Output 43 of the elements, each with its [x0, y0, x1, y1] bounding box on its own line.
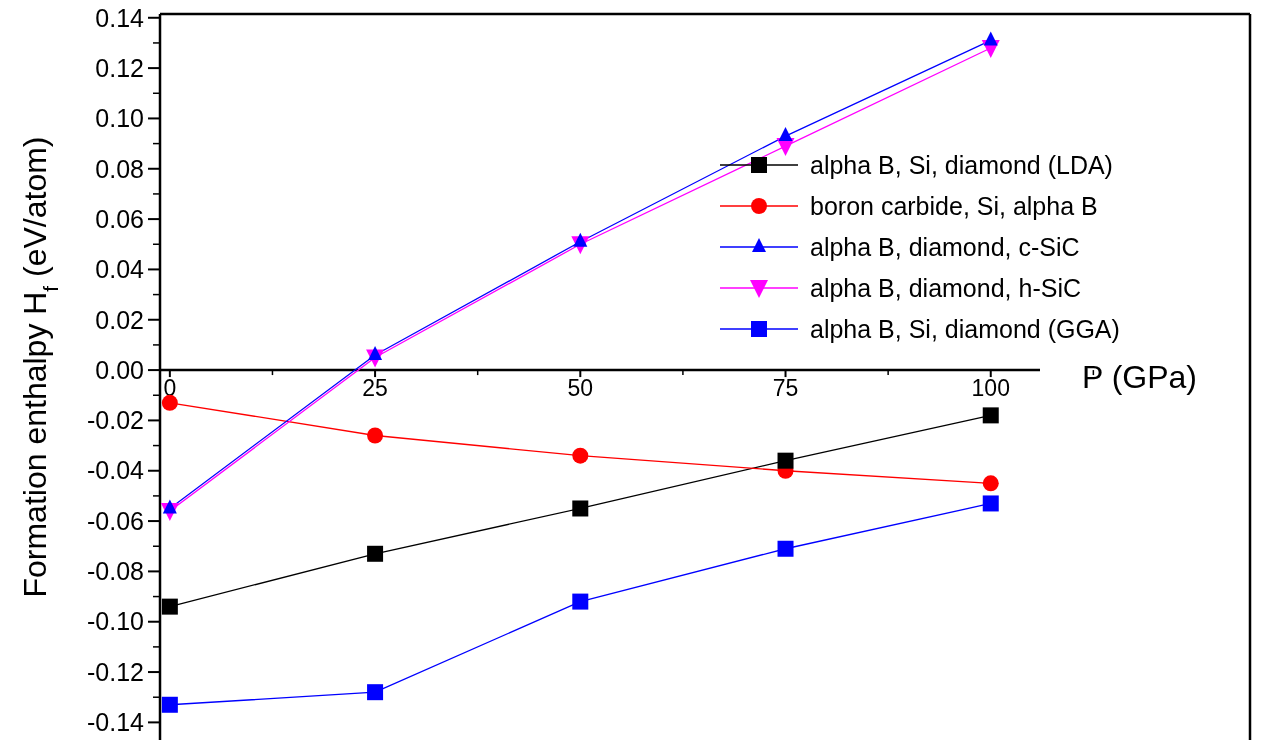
- x-tick-label: 100: [971, 375, 1010, 402]
- point: [778, 127, 793, 142]
- legend-label: alpha B, diamond, c-SiC: [810, 232, 1080, 261]
- point: [777, 452, 794, 469]
- point: [572, 500, 589, 517]
- x-tick-label: 75: [772, 375, 799, 402]
- point: [162, 499, 177, 514]
- point: [572, 593, 589, 610]
- point: [982, 495, 999, 512]
- y-tick-label: -0.14: [87, 708, 145, 737]
- x-axis-title: P (GPa): [1082, 358, 1197, 395]
- y-tick-label: 0.00: [95, 355, 144, 384]
- legend-label: alpha B, Si, diamond (GGA): [810, 314, 1120, 343]
- y-tick-label: 0.02: [95, 305, 144, 334]
- point: [777, 540, 794, 557]
- y-tick-label: -0.04: [87, 456, 145, 485]
- x-tick-label: 50: [567, 375, 594, 402]
- point: [161, 598, 178, 615]
- point: [161, 696, 178, 713]
- point: [982, 475, 999, 492]
- point: [367, 684, 384, 701]
- point: [572, 447, 589, 464]
- y-tick-label: -0.10: [87, 607, 144, 636]
- point: [367, 545, 384, 562]
- y-tick-label: -0.08: [87, 557, 144, 586]
- y-tick-label: 0.06: [95, 204, 144, 233]
- x-tick-label: 0: [163, 375, 177, 402]
- point: [367, 427, 384, 444]
- legend-label: alpha B, diamond, h-SiC: [810, 273, 1081, 302]
- point: [983, 31, 998, 46]
- x-tick-label: 25: [362, 375, 388, 402]
- y-tick-label: 0.04: [95, 255, 145, 284]
- y-tick-label: 0.08: [95, 154, 144, 183]
- legend-label: boron carbide, Si, alpha B: [810, 191, 1098, 220]
- y-tick-label: -0.12: [87, 657, 144, 686]
- y-tick-label: 0.10: [95, 104, 144, 133]
- y-tick-label: 0.12: [95, 53, 144, 82]
- legend-label: alpha B, Si, diamond (LDA): [810, 150, 1113, 179]
- y-tick-label: -0.02: [87, 406, 144, 435]
- y-tick-label: -0.06: [87, 506, 144, 535]
- point: [982, 407, 999, 424]
- y-tick-label: 0.14: [95, 3, 145, 32]
- point: [161, 394, 178, 411]
